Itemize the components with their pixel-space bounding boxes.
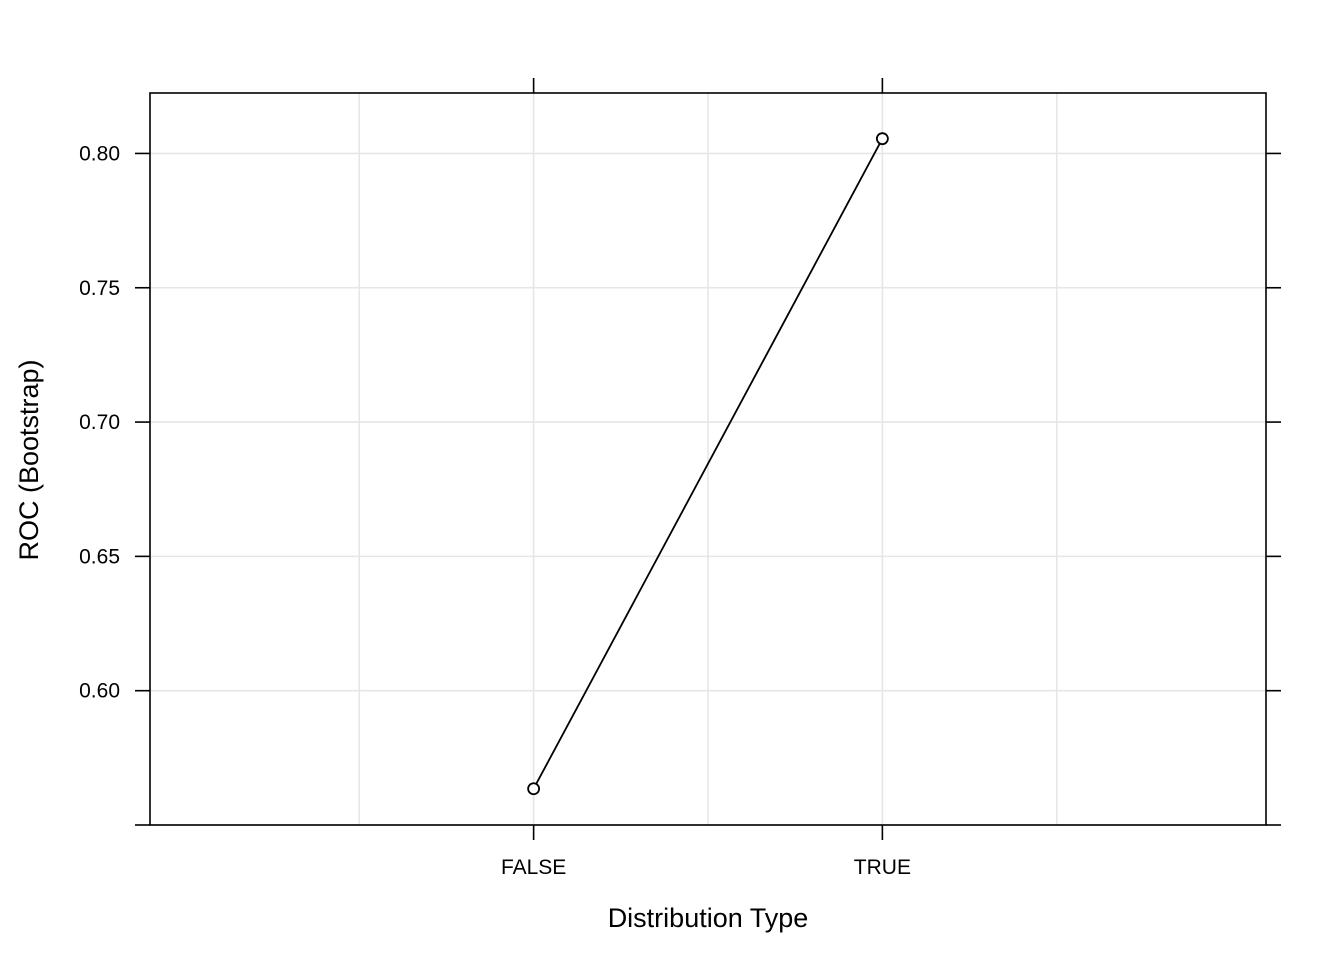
y-tick-label: 0.80 xyxy=(79,142,120,165)
series-line xyxy=(532,138,884,790)
data-point xyxy=(527,782,541,796)
y-tick-label: 0.75 xyxy=(79,277,120,300)
x-tick-label: FALSE xyxy=(501,856,566,879)
y-tick-label: 0.70 xyxy=(79,411,120,434)
grid xyxy=(150,93,1266,826)
data-point xyxy=(875,132,889,146)
y-tick-label: 0.65 xyxy=(79,545,120,568)
y-axis-title: ROC (Bootstrap) xyxy=(14,359,44,560)
plot-frame xyxy=(149,92,1267,826)
axis-ticks xyxy=(135,78,1281,840)
y-tick-label: 0.60 xyxy=(79,680,120,703)
x-tick-label: TRUE xyxy=(854,856,911,879)
x-axis-title: Distribution Type xyxy=(608,903,809,933)
tick-labels: 0.60 0.65 0.70 0.75 0.80 FALSE TRUE xyxy=(79,142,911,879)
series xyxy=(527,132,889,796)
